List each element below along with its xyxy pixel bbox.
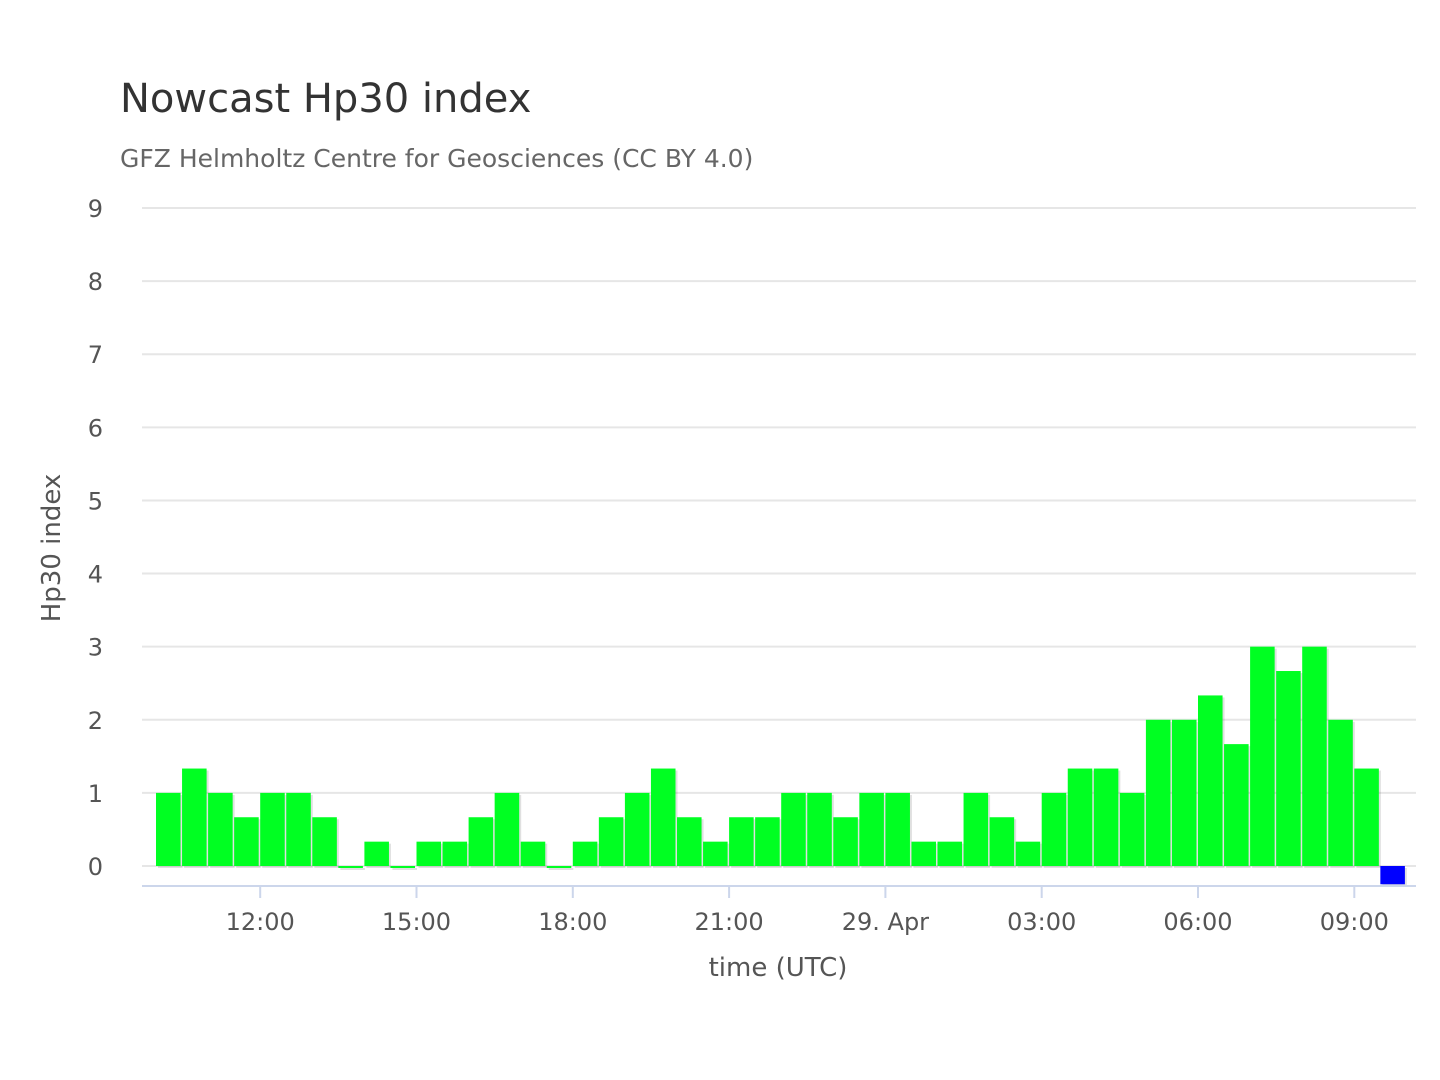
bar xyxy=(911,841,936,866)
chart-subtitle: GFZ Helmholtz Centre for Geosciences (CC… xyxy=(120,144,754,173)
y-tick-label: 4 xyxy=(88,561,103,589)
bar xyxy=(1224,744,1249,866)
y-tick-label: 9 xyxy=(88,195,103,223)
bar xyxy=(807,792,832,866)
x-axis-title: time (UTC) xyxy=(709,953,848,983)
bar xyxy=(1328,719,1353,866)
bar xyxy=(390,866,415,868)
bar xyxy=(755,817,780,866)
y-tick-label: 3 xyxy=(88,634,103,662)
bar xyxy=(1067,768,1093,866)
bar xyxy=(989,817,1015,866)
bar xyxy=(338,866,363,868)
bar xyxy=(1276,671,1301,866)
bar xyxy=(1171,719,1197,866)
bar xyxy=(781,792,806,866)
bar xyxy=(677,817,702,866)
bar xyxy=(885,792,910,866)
bar xyxy=(1302,646,1327,866)
bar xyxy=(572,841,598,866)
x-tick-label: 09:00 xyxy=(1320,908,1389,936)
bar xyxy=(1041,792,1067,866)
bar xyxy=(833,817,858,866)
y-tick-label: 5 xyxy=(88,487,103,515)
bar xyxy=(182,768,207,866)
bar xyxy=(364,841,389,866)
bar xyxy=(286,792,311,866)
y-tick-label: 6 xyxy=(88,414,103,442)
x-tick-label: 29. Apr xyxy=(842,908,929,936)
bar xyxy=(546,866,572,868)
bar xyxy=(494,792,520,866)
x-tick-label: 12:00 xyxy=(226,908,295,936)
bar-shadow xyxy=(392,868,417,870)
bar xyxy=(1250,646,1275,866)
bar-shadow xyxy=(548,868,574,870)
bar xyxy=(937,841,963,866)
y-tick-label: 8 xyxy=(88,268,103,296)
bar xyxy=(703,841,728,866)
bar-shadow xyxy=(340,868,365,870)
bar xyxy=(260,792,285,866)
bar xyxy=(1093,768,1119,866)
bar xyxy=(468,817,494,866)
x-tick-label: 15:00 xyxy=(382,908,451,936)
bar xyxy=(1198,695,1223,866)
x-tick-label: 18:00 xyxy=(538,908,607,936)
bar xyxy=(859,792,884,866)
bar xyxy=(598,817,624,866)
bar xyxy=(963,792,989,866)
bar xyxy=(156,792,181,866)
bar xyxy=(208,792,233,866)
chart-title: Nowcast Hp30 index xyxy=(120,76,532,122)
y-tick-label: 2 xyxy=(88,707,103,735)
x-tick-label: 03:00 xyxy=(1007,908,1076,936)
y-axis-title: Hp30 index xyxy=(37,474,67,623)
bar xyxy=(650,768,676,866)
bar xyxy=(442,841,468,866)
x-tick-label: 21:00 xyxy=(695,908,764,936)
bar xyxy=(729,817,754,866)
bar xyxy=(1145,719,1171,866)
bar xyxy=(1380,866,1405,885)
bar xyxy=(1119,792,1145,866)
y-tick-label: 1 xyxy=(88,780,103,808)
bar xyxy=(1015,841,1041,866)
y-tick-label: 0 xyxy=(88,853,103,881)
bar xyxy=(416,841,442,866)
y-tick-label: 7 xyxy=(88,341,103,369)
bar xyxy=(234,817,259,866)
bar xyxy=(312,817,337,866)
bar xyxy=(1354,768,1379,866)
bar xyxy=(520,841,546,866)
x-tick-label: 06:00 xyxy=(1163,908,1232,936)
bar xyxy=(624,792,650,866)
